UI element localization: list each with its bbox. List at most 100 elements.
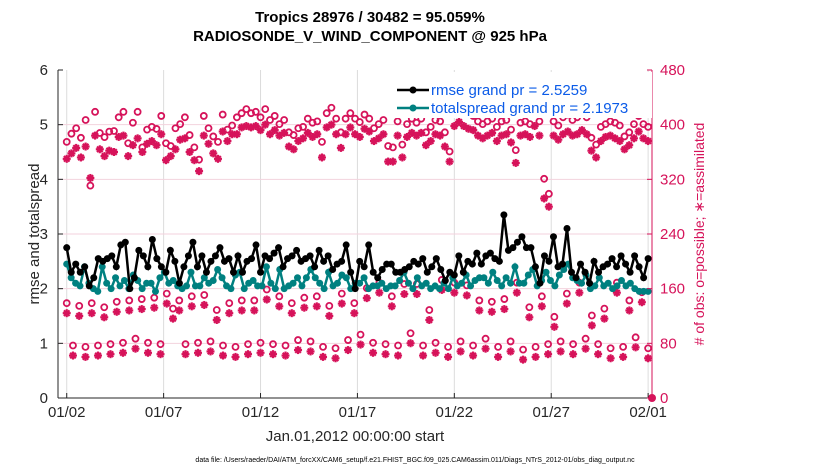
assimilated-marker [313,130,322,139]
assimilated-marker [444,352,453,361]
totalspread-point [209,276,217,284]
possible-marker [587,133,596,142]
possible-marker [516,118,525,127]
assimilated-marker [190,156,199,165]
possible-marker [242,105,251,113]
possible-marker [341,114,350,123]
assimilated-marker [475,306,484,315]
star-stroke [419,351,427,360]
star-stroke [105,147,113,155]
possible-marker [218,110,227,119]
possible-marker [289,131,298,139]
star-stroke [507,347,515,356]
star-stroke [635,127,643,136]
assimilated-marker [231,352,240,361]
assimilated-marker [456,347,465,356]
assimilated-marker [181,350,190,359]
totalspread-point [240,285,248,293]
assimilated-marker [100,313,109,322]
possible-marker [487,297,496,306]
rmse-point [486,249,494,257]
totalspread-point [289,279,297,287]
star-stroke [406,339,415,347]
star-stroke [431,349,440,357]
star-stroke [455,118,463,126]
star-stroke [169,315,177,323]
star-stroke [81,353,90,361]
star-stroke [494,353,502,361]
possible-marker [119,107,128,116]
star-stroke [469,126,477,134]
star-stroke [512,159,520,167]
totalspread-point [76,282,84,290]
star-stroke [200,301,208,309]
totalspread-point [489,268,497,276]
star-stroke [110,148,118,156]
legend-rmse-marker [409,86,417,94]
totalspread-point [342,274,350,282]
assimilated-marker [500,305,509,314]
totalspread-point [555,271,563,279]
totalspread-point [302,274,310,282]
possible-marker [644,344,653,353]
possible-marker [344,336,352,344]
possible-marker [150,293,159,302]
star-stroke [77,153,85,162]
assimilated-marker [86,173,95,182]
star-stroke [138,148,146,156]
star-stroke [446,157,454,166]
possible-marker [75,301,84,310]
star-stroke [206,347,215,356]
legend-box [392,72,652,118]
assimilated-marker [100,152,109,161]
assimilated-marker [531,352,540,361]
legend-rmse-text: rmse grand pr = 2.5259 [431,82,587,99]
assimilated-marker [109,148,118,156]
possible-marker [156,340,165,349]
assimilated-marker [206,347,215,356]
star-stroke [200,132,208,140]
star-stroke [219,127,227,136]
possible-marker [69,341,77,350]
possible-marker [169,304,177,313]
possible-marker [419,341,427,350]
assimilated-marker [506,347,515,356]
star-stroke [488,308,496,316]
possible-marker [550,312,559,321]
series-rmse [63,211,652,293]
possible-marker [162,289,171,298]
possible-marker [157,112,166,120]
possible-marker [280,116,289,124]
possible-marker [303,114,312,123]
possible-marker [247,109,255,118]
series-assimilated [62,117,653,211]
totalspread-point [151,287,159,295]
assimilated-marker [425,316,434,324]
assimilated-marker [62,309,71,318]
totalspread-point [227,285,235,293]
rmse-point [234,252,242,260]
star-stroke [72,144,80,152]
star-stroke [69,351,77,360]
rmse-point [275,244,283,252]
possible-marker [475,296,484,305]
star-stroke [502,130,510,138]
star-stroke [639,134,647,142]
y-tick-label: 1 [40,335,48,352]
assimilated-marker [431,348,440,357]
rmse-point [513,238,521,246]
rmse-point [590,257,598,265]
possible-marker [492,122,501,131]
star-stroke [194,349,202,357]
star-stroke [365,127,373,136]
possible-marker [204,124,213,133]
star-stroke [521,130,529,138]
possible-marker [544,189,553,198]
assimilated-marker [625,141,634,150]
assimilated-marker [417,128,426,137]
totalspread-point [298,282,306,290]
possible-marker [600,304,609,313]
possible-marker [100,133,109,142]
assimilated-marker [412,290,421,299]
star-stroke [564,127,572,136]
